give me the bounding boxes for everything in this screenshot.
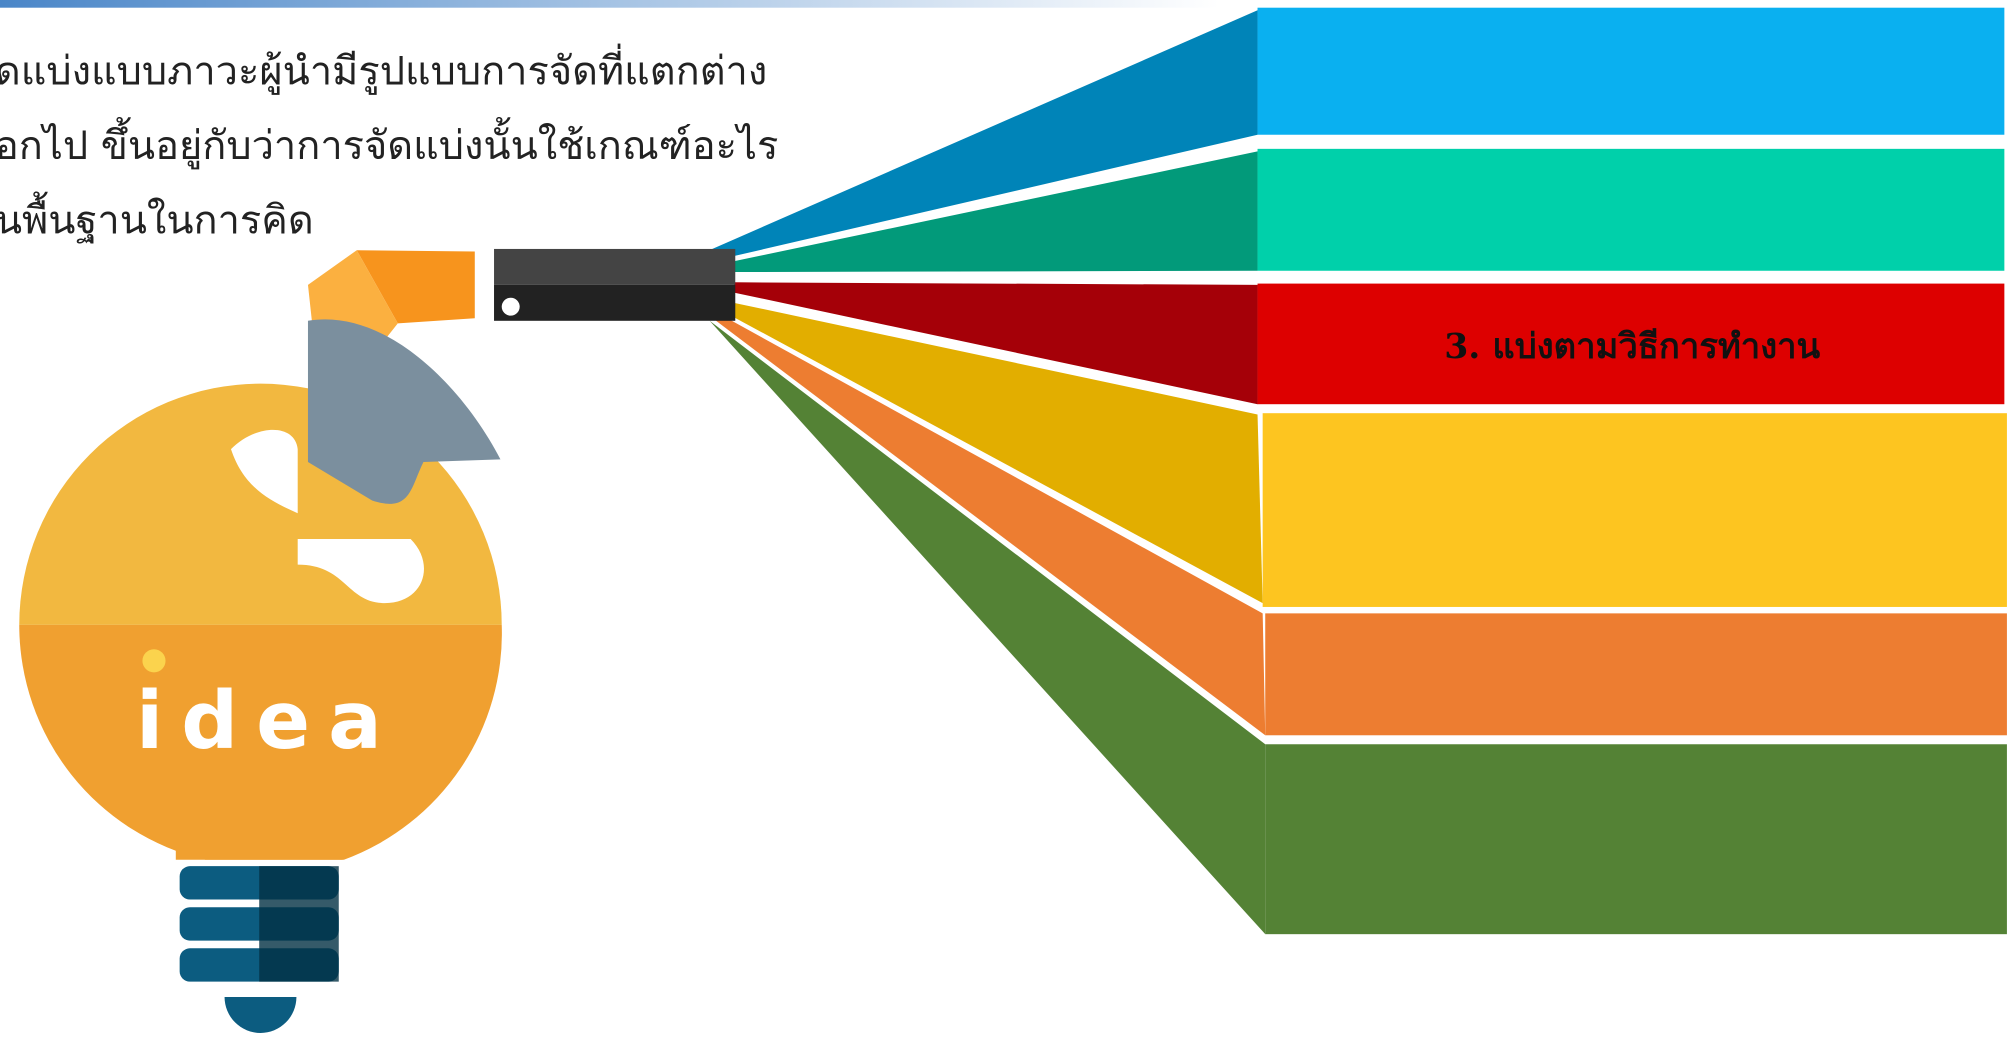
stripes <box>1257 7 2007 935</box>
wedges <box>709 10 1266 935</box>
stripe-label: 3. แบ่งตามวิธีการทำงาน <box>1444 326 1820 367</box>
handle <box>494 248 736 321</box>
paragraph-line: อกไป ขึ้นอยู่กับว่าการจัดแบ่งนั้นใช้เกณฑ… <box>0 117 778 169</box>
top-bar <box>0 0 1220 8</box>
paragraph-line: นพื้นฐานในการคิด <box>0 192 314 244</box>
paragraph-line: ดแบ่งแบบภาวะผู้นำมีรูปแบบการจัดที่แตกต่า… <box>0 44 767 95</box>
idea-word: idea <box>136 674 400 767</box>
bulb <box>19 319 502 1033</box>
